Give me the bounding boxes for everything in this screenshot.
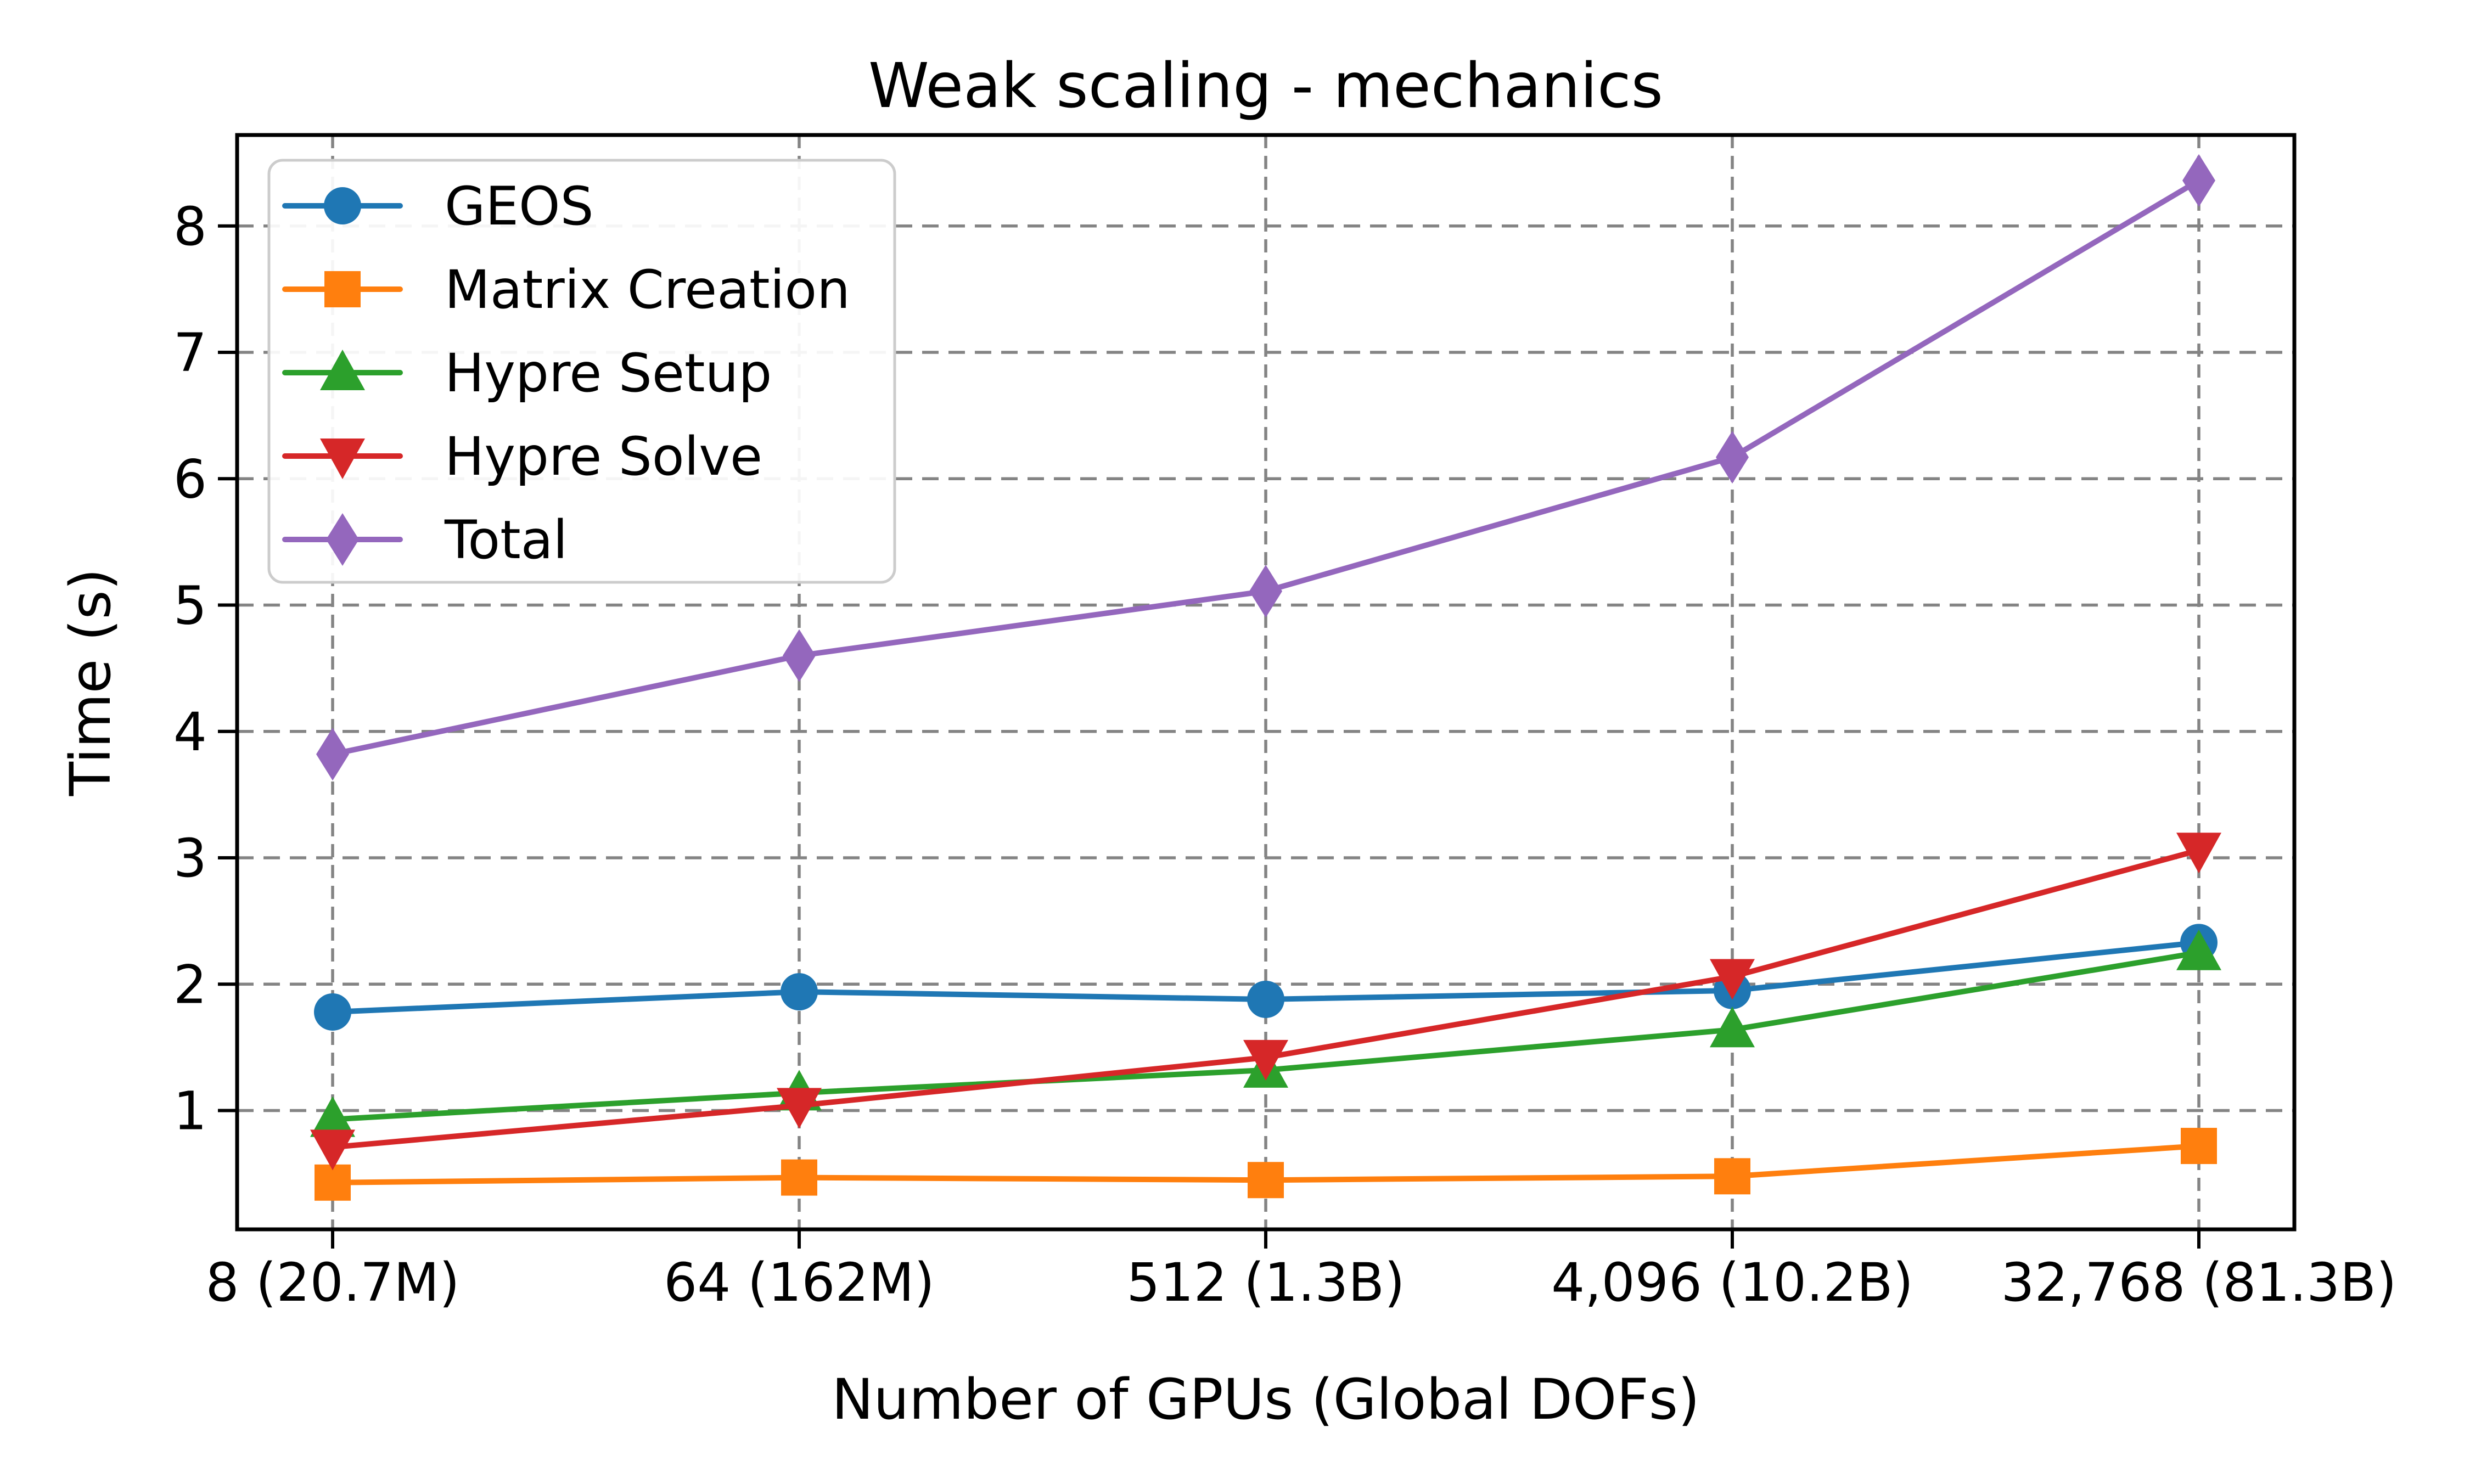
y-tick-label: 8 [173,196,207,257]
series-marker-geos [1247,980,1284,1018]
y-tick-label: 6 [173,448,207,510]
series-marker-total [316,728,349,781]
x-tick-label: 512 (1.3B) [1126,1252,1405,1313]
series-marker-hypre-solve [1710,959,1755,1000]
legend-label: Hypre Setup [445,342,772,404]
series-marker-hypre-solve [310,1129,355,1171]
x-tick-label: 64 (162M) [664,1252,935,1313]
legend-marker-matrix-creation [324,271,361,307]
series-marker-geos [314,993,351,1031]
series-marker-hypre-solve [777,1088,822,1129]
legend-marker-hypre-setup [320,350,365,390]
series-marker-hypre-setup [310,1096,355,1137]
legend-item: GEOS [282,176,594,237]
legend-item: Total [282,509,568,571]
x-tick-label: 4,096 (10.2B) [1551,1252,1913,1313]
chart-title: Weak scaling - mechanics [868,50,1663,122]
legend-label: Hypre Solve [445,426,762,487]
series-marker-geos [781,973,818,1011]
series-marker-hypre-solve [2176,833,2221,874]
series-marker-total [1716,431,1749,484]
legend-item: Hypre Setup [282,342,772,404]
series-marker-matrix-creation [1714,1158,1750,1195]
legend-marker-hypre-solve [320,439,365,479]
series-marker-hypre-solve [1243,1039,1288,1081]
y-axis-label: Time (s) [58,569,124,797]
legend-label: GEOS [445,176,594,237]
series-marker-matrix-creation [1248,1162,1284,1199]
y-tick-label: 1 [173,1081,207,1142]
x-tick-label: 8 (20.7M) [205,1252,459,1313]
y-tick-label: 4 [173,701,207,763]
legend-item: Hypre Solve [282,426,762,487]
legend-label: Matrix Creation [445,259,850,321]
legend-item: Matrix Creation [282,259,850,321]
y-tick-label: 5 [173,575,207,637]
series-marker-matrix-creation [315,1164,351,1201]
series-marker-total [2182,154,2215,207]
series-marker-total [783,629,816,682]
legend-frame [267,159,896,584]
series-marker-matrix-creation [781,1159,817,1196]
y-tick-label: 2 [173,954,207,1015]
y-tick-label: 7 [173,322,207,384]
x-tick-label: 32,768 (81.3B) [2001,1252,2397,1313]
series-marker-matrix-creation [2181,1128,2217,1165]
series-marker-hypre-setup [2176,929,2221,970]
legend-marker-total [326,513,359,566]
y-tick-label: 3 [173,828,207,889]
x-axis-label: Number of GPUs (Global DOFs) [832,1367,1700,1432]
series-marker-hypre-setup [1710,1007,1755,1048]
series-marker-total [1249,565,1282,618]
legend: GEOS Matrix Creation Hypre Setup Hypre Solv… [267,159,896,584]
legend-label: Total [444,509,568,571]
legend-marker-geos [324,187,361,224]
